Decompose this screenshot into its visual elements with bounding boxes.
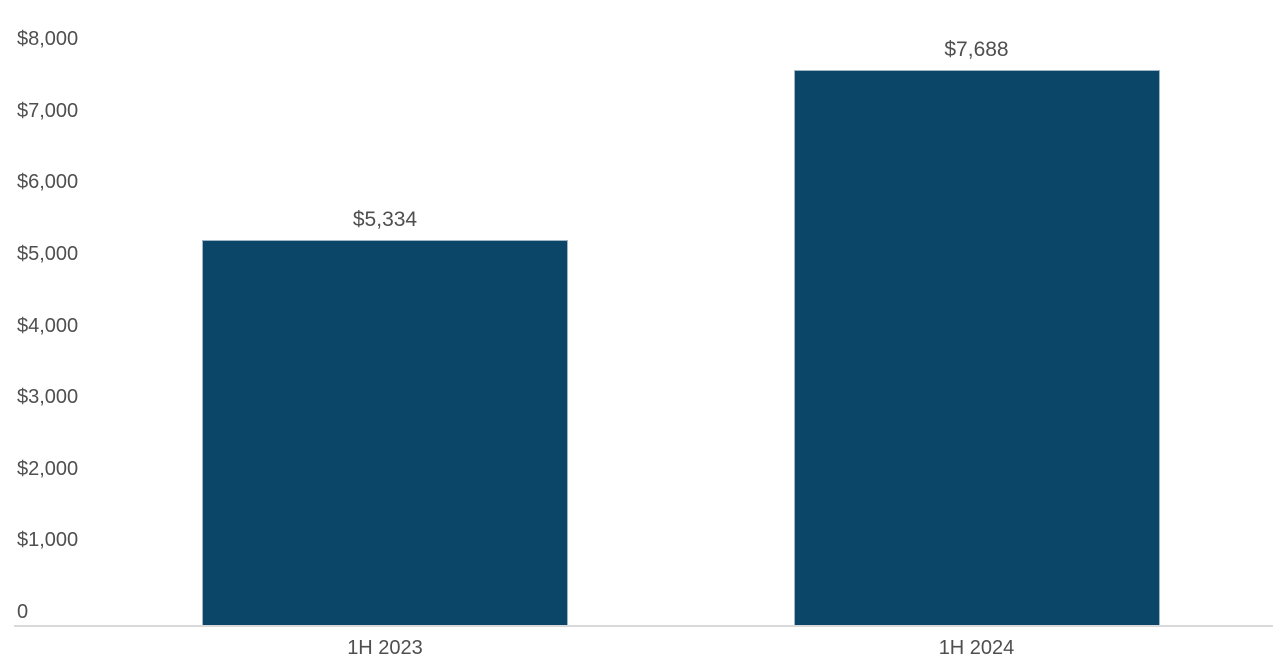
y-axis-tick-label: $7,000 (17, 100, 79, 122)
y-axis-tick-label: 0 (17, 601, 29, 623)
bar-value-label: $7,688 (944, 38, 1009, 61)
y-axis-tick-label: $1,000 (17, 529, 79, 551)
x-axis-label: 1H 2023 (347, 637, 423, 659)
y-axis-tick-label: $6,000 (17, 171, 79, 193)
x-axis-line (14, 625, 1273, 627)
y-axis-tick-label: $3,000 (17, 386, 79, 408)
bar (794, 70, 1160, 627)
bar-value-label: $5,334 (352, 208, 418, 231)
y-axis-tick-label: $8,000 (17, 28, 79, 50)
y-axis-tick-label: $4,000 (17, 315, 79, 337)
y-axis-tick-label: $2,000 (17, 458, 79, 480)
bar (202, 240, 568, 627)
y-axis-tick-label: $5,000 (17, 243, 79, 265)
x-axis-label: 1H 2024 (938, 637, 1015, 659)
